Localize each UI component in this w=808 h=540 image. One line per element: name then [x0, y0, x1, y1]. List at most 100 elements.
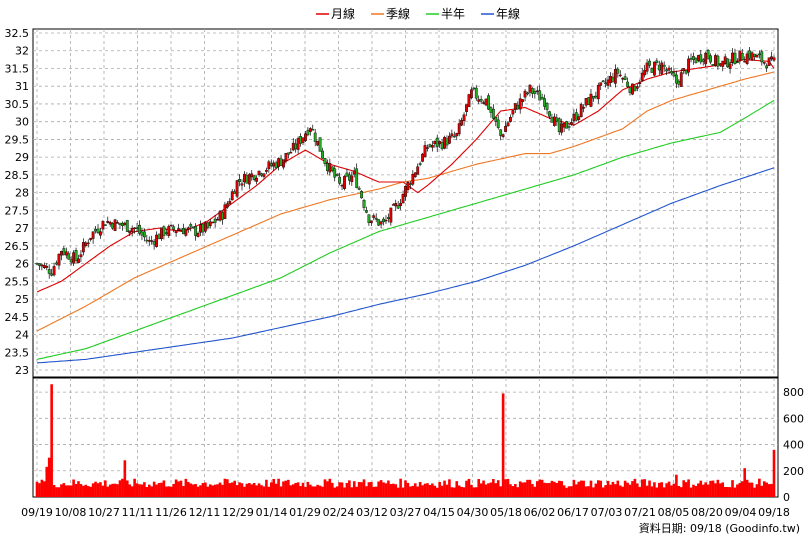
candle-body	[206, 222, 210, 228]
volume-bar	[728, 487, 732, 497]
candle-body	[504, 126, 507, 132]
volume-bar	[43, 481, 46, 497]
candle-body	[531, 88, 534, 94]
volume-bar	[648, 480, 651, 497]
volume-bar	[289, 485, 293, 497]
volume-bar	[382, 482, 385, 497]
candle-body	[655, 60, 659, 63]
volume-bar	[455, 481, 459, 497]
volume-bar	[660, 482, 664, 497]
volume-bar	[443, 480, 446, 497]
candle-body	[513, 103, 517, 110]
candle-body	[528, 84, 532, 93]
candle-body	[421, 153, 424, 162]
volume-bar	[365, 486, 368, 497]
volume-bar	[309, 484, 312, 497]
candle-body	[162, 226, 166, 236]
volume-bar	[528, 479, 532, 497]
date-tick-6: 12/29	[222, 506, 254, 519]
volume-bar	[333, 487, 337, 497]
volume-bar	[626, 482, 629, 497]
candle-body	[633, 85, 637, 92]
candle-body	[587, 97, 590, 105]
volume-bar	[394, 484, 398, 497]
candle-body	[64, 251, 68, 256]
volume-bar	[335, 486, 339, 497]
date-tick-1: 10/08	[55, 506, 87, 519]
candle-body	[228, 200, 232, 204]
volume-bar	[726, 486, 729, 497]
date-tick-19: 08/05	[658, 506, 690, 519]
volume-bar	[467, 478, 471, 497]
volume-bar	[667, 481, 671, 497]
candle-body	[704, 52, 708, 65]
candle-body	[745, 53, 749, 64]
volume-bar	[592, 487, 595, 497]
volume-bar	[496, 480, 500, 497]
volume-bar	[494, 483, 498, 497]
candle-body	[340, 184, 344, 187]
candle-body	[38, 263, 41, 266]
volume-bar	[233, 480, 236, 497]
candle-body	[255, 177, 259, 182]
chart-legend: 月線 季線 半年 年線	[316, 6, 520, 21]
date-tick-4: 11/26	[155, 506, 187, 519]
candle-body	[653, 61, 656, 76]
candle-body	[155, 234, 158, 247]
volume-bar	[679, 487, 683, 497]
candle-body	[435, 137, 439, 148]
volume-bar	[196, 486, 200, 497]
candle-body	[47, 269, 51, 274]
candle-body	[613, 69, 617, 84]
volume-bar	[753, 487, 756, 497]
volume-bar	[179, 480, 183, 497]
candle-body	[416, 166, 420, 175]
volume-bar	[99, 482, 102, 497]
candle-body	[438, 141, 442, 145]
date-tick-20: 08/20	[691, 506, 723, 519]
candle-body	[550, 117, 554, 123]
volume-bar	[755, 484, 759, 497]
volume-bar	[377, 481, 380, 497]
candle-body	[491, 108, 495, 119]
volume-bar	[506, 478, 510, 497]
volume-bar	[184, 478, 188, 497]
volume-bar	[221, 484, 224, 497]
candle-body	[174, 230, 178, 234]
candle-body	[42, 264, 46, 269]
legend-label-1: 季線	[386, 6, 410, 21]
candle-body	[106, 220, 110, 223]
candle-body	[221, 212, 224, 220]
volume-bar	[138, 484, 141, 497]
candle-body	[679, 72, 683, 87]
volume-bar	[128, 484, 132, 497]
candle-body	[79, 254, 83, 258]
candle-body	[140, 231, 144, 236]
candle-body	[567, 126, 571, 128]
volume-bar	[770, 483, 773, 497]
volume-bar	[714, 483, 717, 497]
candle-body	[714, 55, 717, 66]
volume-bar	[187, 481, 190, 497]
volume-bar	[526, 479, 529, 497]
candle-body	[147, 240, 151, 242]
candle-body	[467, 94, 471, 108]
volume-bar	[460, 486, 463, 497]
candle-body	[406, 182, 410, 190]
volume-bar	[640, 479, 644, 497]
candle-body	[60, 251, 63, 256]
candle-body	[189, 224, 193, 227]
volume-bar	[328, 478, 332, 497]
volume-bar	[228, 483, 232, 497]
volume-bar	[362, 479, 366, 497]
date-tick-10: 03/12	[356, 506, 388, 519]
volume-bar	[531, 484, 534, 497]
volume-bar	[406, 482, 410, 497]
volume-bar	[155, 484, 158, 497]
volume-bar	[555, 482, 559, 497]
volume-bar	[348, 480, 351, 497]
volume-bar	[697, 483, 700, 497]
volume-bar	[670, 485, 673, 497]
date-tick-13: 04/30	[457, 506, 489, 519]
